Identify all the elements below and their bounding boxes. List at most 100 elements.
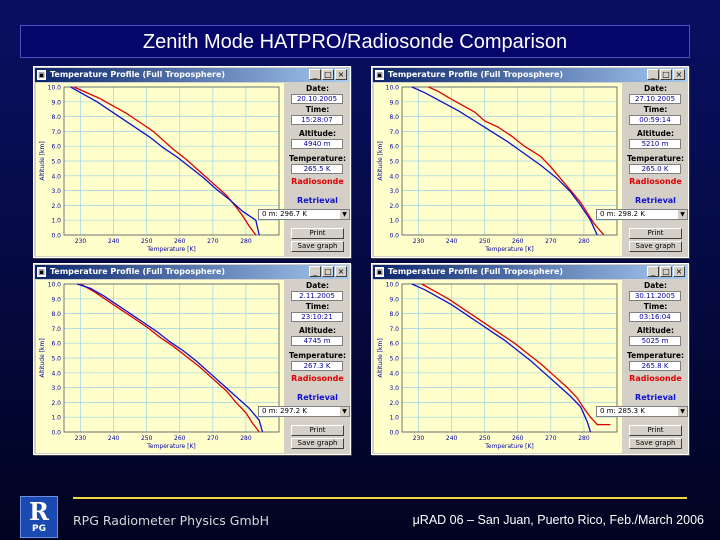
surface-temperature-dropdown[interactable]: 0 m: 285.3 K ▼ <box>596 406 688 417</box>
close-button[interactable]: × <box>335 69 347 80</box>
y-tick-label: 4.0 <box>389 173 399 180</box>
date-label: Date: <box>644 84 667 93</box>
chevron-down-icon[interactable]: ▼ <box>678 210 687 219</box>
dropdown-value: 0 m: 285.3 K <box>600 407 645 415</box>
print-button[interactable]: Print <box>629 425 682 436</box>
y-tick-label: 0.0 <box>389 430 399 437</box>
window-title-bar[interactable]: ▣ Temperature Profile (Full Troposphere) _… <box>35 265 349 279</box>
maximize-button[interactable]: □ <box>660 69 672 80</box>
dropdown-value: 0 m: 296.7 K <box>262 210 307 218</box>
save-graph-button[interactable]: Save graph <box>629 241 682 252</box>
y-tick-label: 7.0 <box>51 129 61 136</box>
y-tick-label: 4.0 <box>389 370 399 377</box>
profile-chart: 0.0 1.0 2.0 3.0 4.0 5.0 6.0 7.0 8.0 9.0 10.0 230 240… <box>39 282 280 450</box>
y-tick-label: 1.0 <box>389 415 399 422</box>
minimize-button[interactable]: _ <box>647 69 659 80</box>
footer-company: RPG Radiometer Physics GmbH <box>73 513 269 528</box>
save-graph-button[interactable]: Save graph <box>291 241 344 252</box>
info-panel: Date: 2.11.2005 Time: 23:10:21 Altitude: 4745… <box>258 280 350 453</box>
window-title-bar[interactable]: ▣ Temperature Profile (Full Troposphere) _… <box>373 265 687 279</box>
series-line-radiosonde <box>80 283 260 433</box>
y-tick-label: 10.0 <box>48 282 62 289</box>
y-tick-label: 1.0 <box>51 415 61 422</box>
y-tick-label: 4.0 <box>51 173 61 180</box>
window-title: Temperature Profile (Full Troposphere) <box>388 70 564 79</box>
info-panel: Date: 30.11.2005 Time: 03:16:04 Altitude: 502… <box>596 280 688 453</box>
maximize-button[interactable]: □ <box>322 266 334 277</box>
temperature-plot: 0.0 1.0 2.0 3.0 4.0 5.0 6.0 7.0 8.0 9.0 10.0 230 240… <box>374 83 622 256</box>
x-tick-label: 240 <box>108 435 120 442</box>
x-axis-label: Temperature [K] <box>484 443 534 450</box>
maximize-button[interactable]: □ <box>322 69 334 80</box>
plot-frame <box>401 86 618 236</box>
window-title: Temperature Profile (Full Troposphere) <box>50 267 226 276</box>
y-tick-label: 2.0 <box>51 203 61 210</box>
save-graph-button[interactable]: Save graph <box>291 438 344 449</box>
time-label: Time: <box>305 302 330 311</box>
series-line-retrieval <box>70 86 260 236</box>
chevron-down-icon[interactable]: ▼ <box>340 407 349 416</box>
y-tick-label: 0.0 <box>51 430 61 437</box>
y-tick-label: 2.0 <box>389 400 399 407</box>
print-button[interactable]: Print <box>629 228 682 239</box>
close-button[interactable]: × <box>673 69 685 80</box>
time-value: 23:10:21 <box>291 312 343 322</box>
app-icon: ▣ <box>375 267 384 277</box>
y-tick-label: 0.0 <box>51 233 61 240</box>
chevron-down-icon[interactable]: ▼ <box>340 210 349 219</box>
surface-temperature-dropdown[interactable]: 0 m: 297.2 K ▼ <box>258 406 350 417</box>
close-button[interactable]: × <box>673 266 685 277</box>
temperature-profile-window: ▣ Temperature Profile (Full Troposphere) _… <box>33 66 351 258</box>
x-tick-label: 250 <box>479 238 491 245</box>
minimize-button[interactable]: _ <box>309 266 321 277</box>
surface-temperature-dropdown[interactable]: 0 m: 298.2 K ▼ <box>596 209 688 220</box>
altitude-value: 5210 m <box>629 139 681 149</box>
altitude-label: Altitude: <box>637 326 674 335</box>
footer-event: μRAD 06 – San Juan, Puerto Rico, Feb./Ma… <box>412 513 704 527</box>
x-tick-label: 280 <box>240 238 252 245</box>
close-button[interactable]: × <box>335 266 347 277</box>
minimize-button[interactable]: _ <box>647 266 659 277</box>
temperature-profile-window: ▣ Temperature Profile (Full Troposphere) _… <box>371 263 689 455</box>
plot-frame <box>401 283 618 433</box>
x-axis-label: Temperature [K] <box>146 246 196 253</box>
profile-chart: 0.0 1.0 2.0 3.0 4.0 5.0 6.0 7.0 8.0 9.0 10.0 230 240… <box>39 85 280 253</box>
temperature-plot: 0.0 1.0 2.0 3.0 4.0 5.0 6.0 7.0 8.0 9.0 10.0 230 240… <box>36 280 284 453</box>
print-button[interactable]: Print <box>291 228 344 239</box>
y-tick-label: 4.0 <box>51 370 61 377</box>
minimize-button[interactable]: _ <box>309 69 321 80</box>
window-title: Temperature Profile (Full Troposphere) <box>388 267 564 276</box>
date-value: 30.11.2005 <box>629 291 681 301</box>
logo-symbol: R <box>29 497 49 526</box>
legend-radiosonde: Radiosonde <box>291 374 344 383</box>
x-tick-label: 250 <box>141 435 153 442</box>
window-title-bar[interactable]: ▣ Temperature Profile (Full Troposphere) _… <box>373 68 687 82</box>
window-title-bar[interactable]: ▣ Temperature Profile (Full Troposphere) _… <box>35 68 349 82</box>
legend-retrieval: Retrieval <box>297 393 338 402</box>
print-button[interactable]: Print <box>291 425 344 436</box>
y-tick-label: 1.0 <box>389 218 399 225</box>
chevron-down-icon[interactable]: ▼ <box>678 407 687 416</box>
y-axis-label: Altitude [km] <box>377 338 384 377</box>
time-label: Time: <box>643 302 668 311</box>
save-graph-button[interactable]: Save graph <box>629 438 682 449</box>
y-tick-label: 10.0 <box>386 85 400 92</box>
slide-title: Zenith Mode HATPRO/Radiosonde Comparison <box>142 31 568 53</box>
altitude-label: Altitude: <box>299 326 336 335</box>
x-tick-label: 230 <box>75 435 87 442</box>
legend-retrieval: Retrieval <box>635 393 676 402</box>
series-line-retrieval <box>411 283 592 433</box>
slide-title-box: Zenith Mode HATPRO/Radiosonde Comparison <box>20 25 690 58</box>
profile-chart: 0.0 1.0 2.0 3.0 4.0 5.0 6.0 7.0 8.0 9.0 10.0 230 240… <box>377 282 618 450</box>
legend-radiosonde: Radiosonde <box>291 177 344 186</box>
x-tick-label: 270 <box>545 238 557 245</box>
legend-retrieval: Retrieval <box>635 196 676 205</box>
y-tick-label: 7.0 <box>389 326 399 333</box>
legend-radiosonde: Radiosonde <box>629 374 682 383</box>
y-tick-label: 8.0 <box>389 311 399 318</box>
x-tick-label: 270 <box>545 435 557 442</box>
surface-temperature-dropdown[interactable]: 0 m: 296.7 K ▼ <box>258 209 350 220</box>
y-tick-label: 3.0 <box>389 188 399 195</box>
plot-frame <box>63 86 280 236</box>
maximize-button[interactable]: □ <box>660 266 672 277</box>
